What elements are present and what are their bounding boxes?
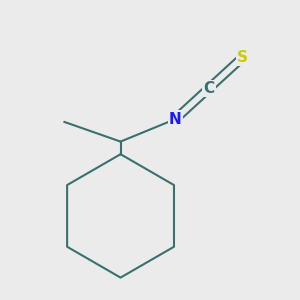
Text: N: N	[169, 112, 182, 127]
Text: C: C	[203, 81, 214, 96]
Text: S: S	[237, 50, 248, 65]
